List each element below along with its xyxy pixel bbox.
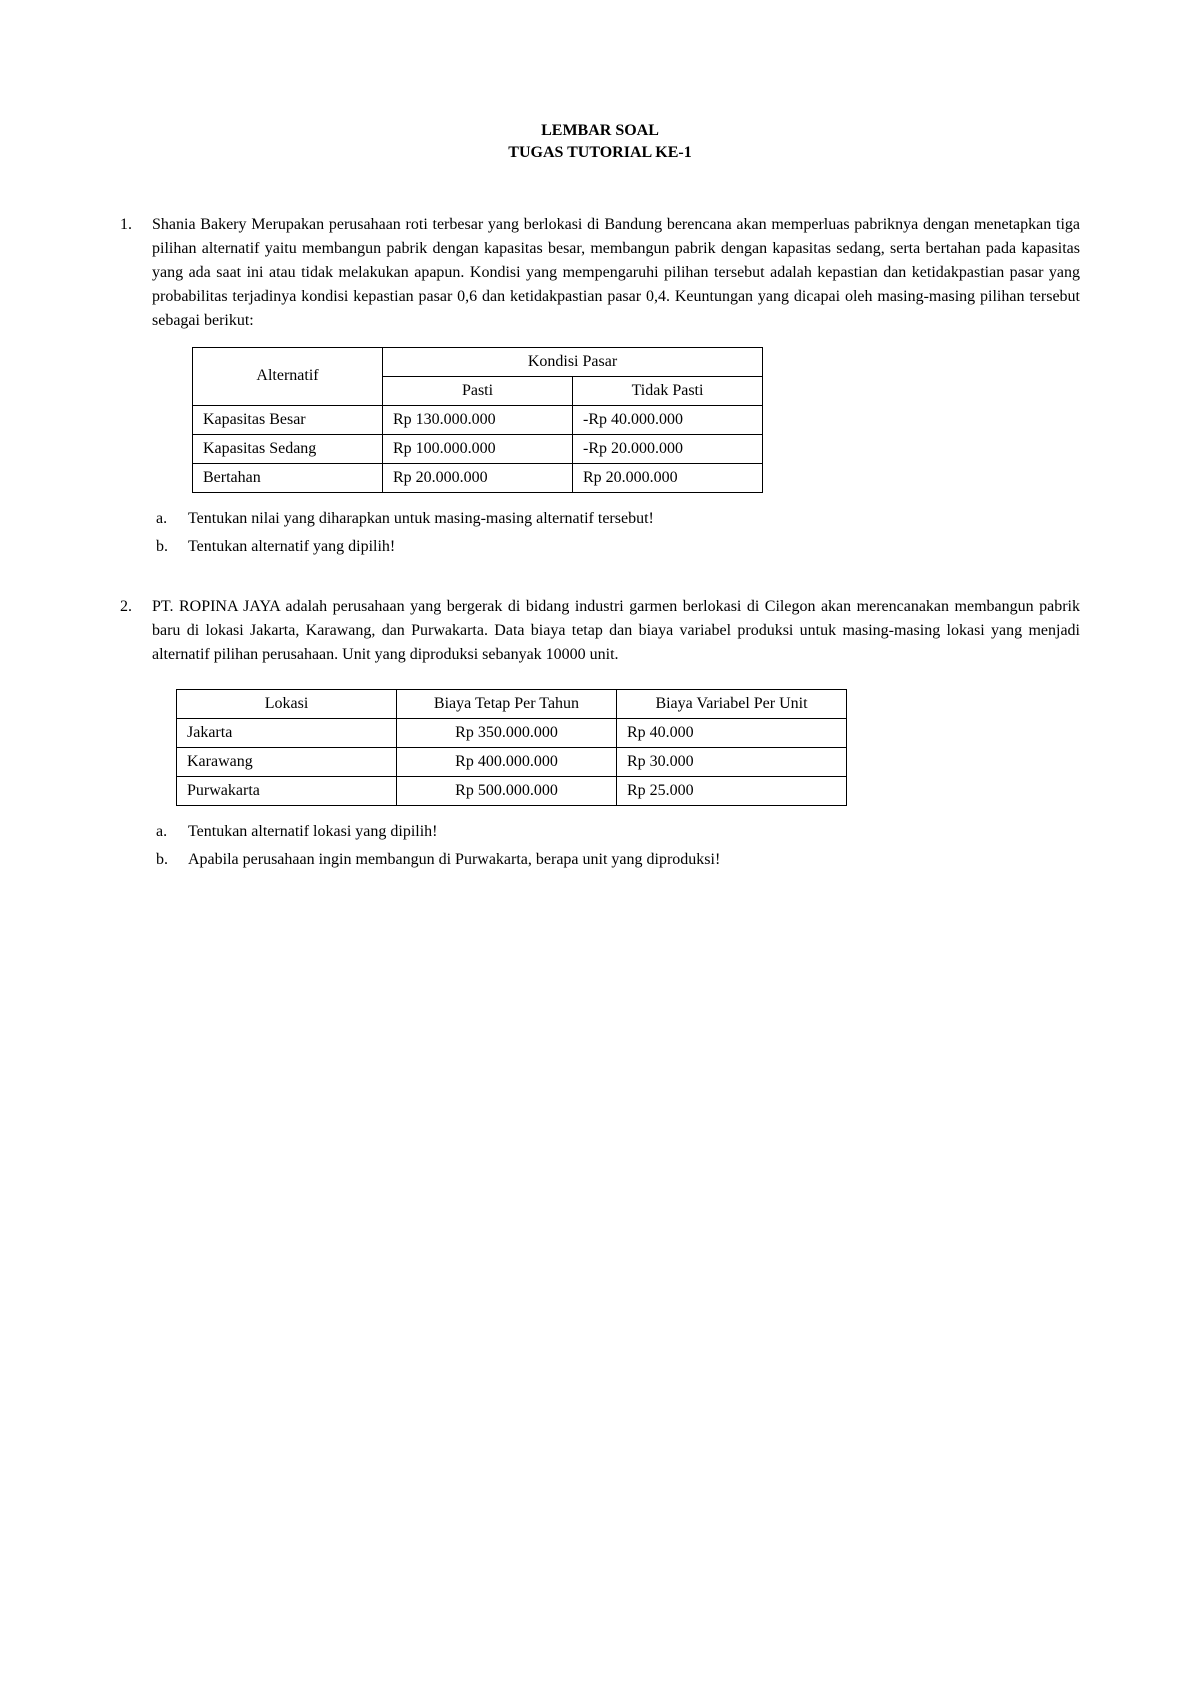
- table-row: Bertahan Rp 20.000.000 Rp 20.000.000: [193, 463, 763, 492]
- table-row: Kapasitas Besar Rp 130.000.000 -Rp 40.00…: [193, 405, 763, 434]
- title-line-1: LEMBAR SOAL: [120, 120, 1080, 142]
- table-2-cell: Rp 350.000.000: [397, 718, 617, 747]
- question-2-subparts: a. Tentukan alternatif lokasi yang dipil…: [156, 820, 1080, 872]
- table-2-cell: Jakarta: [177, 718, 397, 747]
- table-1-header-pasti: Pasti: [383, 376, 573, 405]
- title-line-2: TUGAS TUTORIAL KE-1: [120, 142, 1080, 164]
- question-1-subparts: a. Tentukan nilai yang diharapkan untuk …: [156, 507, 1080, 559]
- table-1-cell: Rp 20.000.000: [383, 463, 573, 492]
- table-1-cell: Rp 20.000.000: [573, 463, 763, 492]
- question-2a-num: a.: [156, 820, 188, 844]
- table-1-cell: Bertahan: [193, 463, 383, 492]
- table-1-cell: Kapasitas Sedang: [193, 434, 383, 463]
- question-1-text: Shania Bakery Merupakan perusahaan roti …: [152, 213, 1080, 333]
- table-2-header-lokasi: Lokasi: [177, 689, 397, 718]
- table-1-cell: Rp 130.000.000: [383, 405, 573, 434]
- document-title-block: LEMBAR SOAL TUGAS TUTORIAL KE-1: [120, 120, 1080, 165]
- table-2: Lokasi Biaya Tetap Per Tahun Biaya Varia…: [176, 689, 847, 806]
- table-row: Kapasitas Sedang Rp 100.000.000 -Rp 20.0…: [193, 434, 763, 463]
- table-2-cell: Rp 30.000: [617, 747, 847, 776]
- table-1-header-kondisi: Kondisi Pasar: [383, 347, 763, 376]
- table-1-header-row-1: Alternatif Kondisi Pasar: [193, 347, 763, 376]
- question-2a-text: Tentukan alternatif lokasi yang dipilih!: [188, 820, 1080, 844]
- table-row: Purwakarta Rp 500.000.000 Rp 25.000: [177, 776, 847, 805]
- table-1-cell: -Rp 20.000.000: [573, 434, 763, 463]
- table-2-header-row: Lokasi Biaya Tetap Per Tahun Biaya Varia…: [177, 689, 847, 718]
- question-1b-text: Tentukan alternatif yang dipilih!: [188, 535, 1080, 559]
- question-2-number: 2.: [120, 595, 152, 667]
- table-2-cell: Karawang: [177, 747, 397, 776]
- table-2-cell: Rp 400.000.000: [397, 747, 617, 776]
- question-2b-text: Apabila perusahaan ingin membangun di Pu…: [188, 848, 1080, 872]
- table-2-cell: Rp 500.000.000: [397, 776, 617, 805]
- question-1-number: 1.: [120, 213, 152, 333]
- question-1a-text: Tentukan nilai yang diharapkan untuk mas…: [188, 507, 1080, 531]
- table-1-cell: Kapasitas Besar: [193, 405, 383, 434]
- table-1-cell: -Rp 40.000.000: [573, 405, 763, 434]
- table-2-header-biaya-tetap: Biaya Tetap Per Tahun: [397, 689, 617, 718]
- table-1-header-tidak-pasti: Tidak Pasti: [573, 376, 763, 405]
- table-1-cell: Rp 100.000.000: [383, 434, 573, 463]
- table-2-cell: Rp 40.000: [617, 718, 847, 747]
- table-1-header-alternatif: Alternatif: [193, 347, 383, 405]
- question-1a-num: a.: [156, 507, 188, 531]
- table-row: Karawang Rp 400.000.000 Rp 30.000: [177, 747, 847, 776]
- question-1: 1. Shania Bakery Merupakan perusahaan ro…: [120, 213, 1080, 559]
- question-1b-num: b.: [156, 535, 188, 559]
- table-1: Alternatif Kondisi Pasar Pasti Tidak Pas…: [192, 347, 763, 493]
- table-2-cell: Rp 25.000: [617, 776, 847, 805]
- question-2-text: PT. ROPINA JAYA adalah perusahaan yang b…: [152, 595, 1080, 667]
- question-2: 2. PT. ROPINA JAYA adalah perusahaan yan…: [120, 595, 1080, 872]
- table-2-cell: Purwakarta: [177, 776, 397, 805]
- table-2-header-biaya-variabel: Biaya Variabel Per Unit: [617, 689, 847, 718]
- question-2b-num: b.: [156, 848, 188, 872]
- table-row: Jakarta Rp 350.000.000 Rp 40.000: [177, 718, 847, 747]
